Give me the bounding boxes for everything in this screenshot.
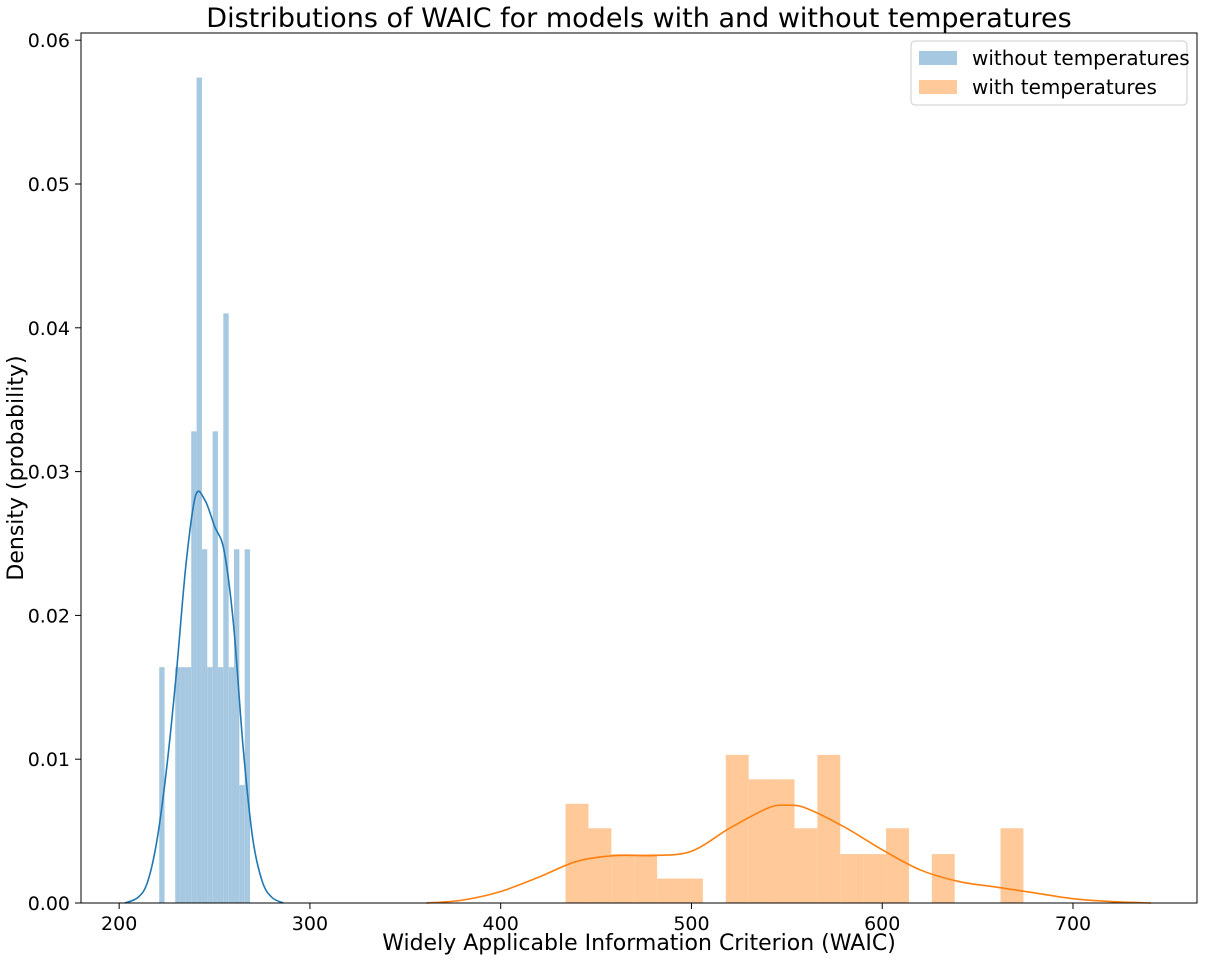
series-1 bbox=[159, 77, 251, 903]
plot-area bbox=[80, 32, 1198, 904]
histogram-bar bbox=[680, 878, 703, 903]
series-2 bbox=[565, 754, 1024, 903]
histogram-bar bbox=[212, 431, 218, 903]
y-axis-label: Density (probability) bbox=[4, 355, 29, 580]
histogram-bar bbox=[931, 854, 955, 903]
histogram-bar bbox=[725, 754, 749, 903]
legend-entry-label: without temperatures bbox=[972, 46, 1190, 70]
chart-title: Distributions of WAIC for models with an… bbox=[206, 3, 1071, 34]
y-axis-ticks: 0.00 0.01 0.02 0.03 0.04 0.05 0.06 bbox=[28, 30, 81, 915]
x-tick-label: 700 bbox=[1055, 913, 1091, 935]
histogram-bar bbox=[185, 667, 192, 903]
histogram-bar bbox=[239, 785, 245, 903]
plot-frame bbox=[80, 32, 1198, 904]
histogram-bar bbox=[886, 828, 909, 903]
x-tick-label: 500 bbox=[673, 913, 709, 935]
x-tick-label: 400 bbox=[483, 913, 519, 935]
y-tick-label: 0.01 bbox=[28, 749, 70, 771]
histogram-bar bbox=[771, 779, 795, 903]
histogram-bar bbox=[657, 878, 681, 903]
x-axis-label: Widely Applicable Information Criterion … bbox=[382, 931, 896, 956]
histogram-bar bbox=[180, 667, 186, 903]
histogram-bar bbox=[817, 754, 841, 903]
y-tick-label: 0.02 bbox=[28, 605, 70, 627]
histogram-bar bbox=[217, 667, 224, 903]
x-axis-ticks: 200 300 400 500 600 700 bbox=[101, 903, 1091, 935]
histogram-bar bbox=[159, 667, 165, 903]
x-tick-label: 600 bbox=[864, 913, 900, 935]
histogram-bar bbox=[611, 854, 635, 903]
histogram-bar bbox=[207, 667, 213, 903]
histogram-bar bbox=[223, 313, 229, 903]
legend-swatch bbox=[919, 80, 957, 94]
histogram-bar bbox=[228, 667, 234, 903]
y-tick-label: 0.05 bbox=[28, 174, 70, 196]
kde-line-series-1 bbox=[124, 490, 284, 904]
histogram-bar bbox=[191, 431, 197, 903]
histogram-bar bbox=[565, 803, 589, 903]
histogram-bar bbox=[234, 549, 240, 903]
histogram-bar bbox=[634, 854, 658, 903]
legend: without temperatures with temperatures bbox=[910, 40, 1190, 106]
histogram-bar bbox=[244, 549, 251, 903]
kde-line-series-2 bbox=[426, 804, 1152, 904]
y-tick-label: 0.04 bbox=[28, 318, 70, 340]
legend-swatch bbox=[919, 51, 957, 65]
legend-box bbox=[910, 40, 1188, 106]
histogram-bar bbox=[748, 779, 772, 903]
legend-entry-label: with temperatures bbox=[972, 75, 1157, 99]
histogram-bar bbox=[794, 828, 818, 903]
histogram-bar bbox=[175, 667, 181, 903]
x-tick-label: 200 bbox=[101, 913, 137, 935]
y-tick-label: 0.03 bbox=[28, 462, 70, 484]
histogram-bar bbox=[201, 549, 208, 903]
y-tick-label: 0.06 bbox=[28, 30, 70, 52]
histogram-bar bbox=[588, 828, 612, 903]
x-tick-label: 300 bbox=[292, 913, 328, 935]
y-tick-label: 0.00 bbox=[28, 893, 70, 915]
histogram-bar bbox=[196, 77, 202, 903]
histogram-bar bbox=[840, 854, 864, 903]
histogram-bar bbox=[863, 854, 887, 903]
histogram-bar bbox=[1000, 828, 1024, 903]
